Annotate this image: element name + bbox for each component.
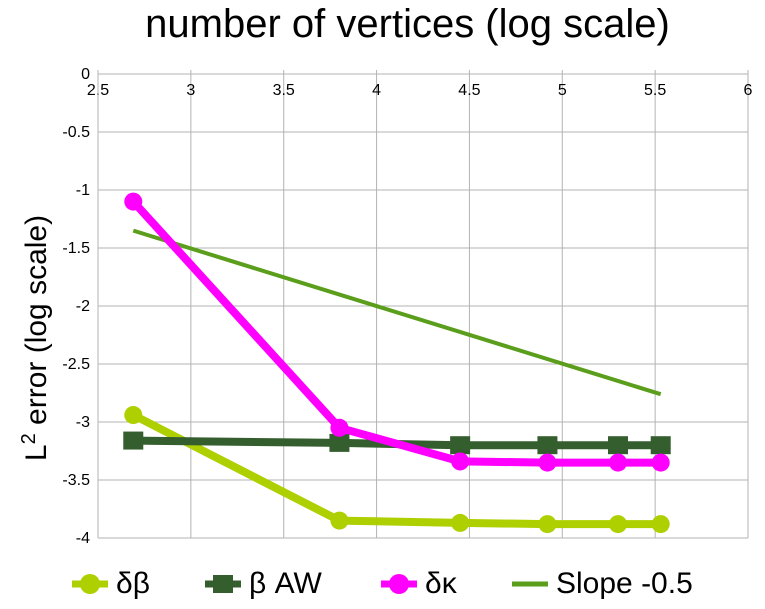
y-tick-label: -4 bbox=[76, 530, 90, 547]
series-3 bbox=[132, 228, 662, 397]
data-point bbox=[538, 515, 557, 534]
x-tick-label: 4.5 bbox=[458, 82, 480, 99]
series-line-2 bbox=[130, 198, 661, 467]
legend-marker-delta-kappa bbox=[381, 574, 417, 594]
data-point bbox=[124, 406, 143, 425]
data-point bbox=[537, 436, 558, 455]
legend-label-slope: Slope -0.5 bbox=[556, 567, 693, 600]
legend-label-delta-beta: δβ bbox=[116, 567, 150, 600]
data-point bbox=[608, 436, 628, 455]
legend-marker-slope bbox=[512, 581, 548, 587]
data-point bbox=[451, 452, 470, 471]
y-tick-label: -3 bbox=[76, 414, 90, 431]
data-point bbox=[123, 431, 144, 450]
data-point bbox=[330, 511, 349, 530]
series-0 bbox=[124, 406, 670, 534]
data-point bbox=[450, 436, 471, 455]
data-point bbox=[651, 453, 670, 472]
data-point bbox=[329, 433, 350, 452]
legend: δβ β AW δκ Slope -0.5 bbox=[0, 562, 765, 606]
data-point bbox=[451, 513, 470, 532]
data-point bbox=[609, 515, 627, 534]
series-layer bbox=[123, 192, 671, 534]
legend-item-delta-kappa: δκ bbox=[381, 562, 457, 606]
data-point bbox=[538, 453, 557, 472]
x-tick-label: 6 bbox=[744, 82, 753, 99]
x-tick-label: 3 bbox=[186, 82, 195, 99]
y-tick-label: -0.5 bbox=[62, 124, 90, 141]
data-point bbox=[330, 418, 349, 437]
series-2 bbox=[124, 192, 670, 472]
legend-item-slope: Slope -0.5 bbox=[512, 562, 693, 606]
legend-marker-delta-beta bbox=[72, 574, 108, 594]
legend-label-delta-kappa: δκ bbox=[425, 567, 457, 600]
axis-layer: 0-0.5-1-1.5-2-2.5-3-3.5-42.5 3 3.5 4 4.5 5 5.5… bbox=[62, 66, 752, 547]
y-tick-label: 0 bbox=[81, 66, 90, 83]
x-tick-label: 4 bbox=[372, 82, 381, 99]
y-tick-label: -1.5 bbox=[62, 240, 90, 257]
grid-layer bbox=[98, 74, 749, 539]
series-line-0 bbox=[131, 411, 661, 529]
data-point bbox=[651, 515, 670, 534]
data-point bbox=[609, 453, 627, 472]
y-tick-label: -3.5 bbox=[62, 472, 90, 489]
x-tick-label: 5 bbox=[558, 82, 567, 99]
series-line-3 bbox=[132, 228, 662, 397]
data-point bbox=[124, 192, 143, 211]
legend-item-beta-aw: β AW bbox=[205, 562, 322, 606]
data-point bbox=[650, 436, 671, 455]
y-tick-label: -1 bbox=[76, 182, 90, 199]
series-1 bbox=[123, 431, 671, 455]
legend-item-delta-beta: δβ bbox=[72, 562, 150, 606]
legend-marker-beta-aw bbox=[205, 575, 241, 593]
y-tick-label: -2.5 bbox=[62, 356, 90, 373]
x-tick-label: 3.5 bbox=[273, 82, 295, 99]
x-tick-label: 5.5 bbox=[644, 82, 666, 99]
y-tick-label: -2 bbox=[76, 298, 90, 315]
legend-label-beta-aw: β AW bbox=[249, 567, 322, 600]
chart-title: number of vertices (log scale) bbox=[145, 2, 670, 46]
